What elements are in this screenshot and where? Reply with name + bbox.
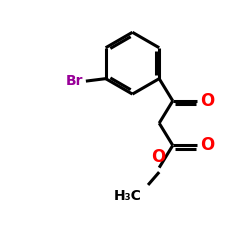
Text: Br: Br	[66, 74, 84, 88]
Text: O: O	[200, 136, 215, 154]
Text: H₃C: H₃C	[114, 189, 142, 203]
Text: O: O	[200, 92, 215, 110]
Text: O: O	[151, 148, 165, 166]
